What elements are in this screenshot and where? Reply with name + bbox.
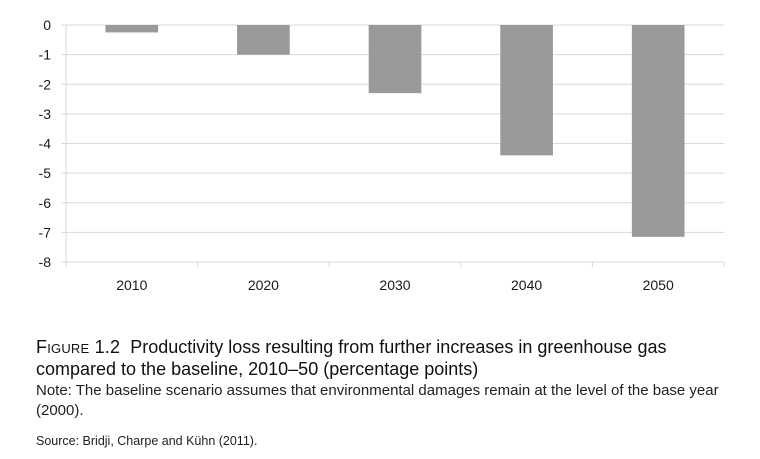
bars xyxy=(105,25,685,237)
bar xyxy=(237,25,290,55)
gridlines xyxy=(66,24,724,263)
axes xyxy=(61,24,725,267)
bar xyxy=(368,25,422,94)
x-tick-label: 2040 xyxy=(511,277,542,293)
figure-label: Figure 1.2 xyxy=(36,337,121,357)
figure-source: Source: Bridji, Charpe and Kühn (2011). xyxy=(36,434,258,448)
y-tick-labels: 0 -1 -2 -3 -4 -5 -6 -7 -8 xyxy=(39,17,52,270)
figure-note: Note: The baseline scenario assumes that… xyxy=(36,382,719,419)
y-tick-label: -1 xyxy=(39,47,52,63)
y-tick-label: 0 xyxy=(43,17,51,33)
x-tick-label: 2030 xyxy=(379,277,410,293)
bar xyxy=(500,25,553,156)
y-tick-label: -8 xyxy=(39,254,52,270)
bar xyxy=(631,25,685,237)
bar xyxy=(105,25,159,33)
figure-caption: Figure 1.2 Productivity loss resulting fr… xyxy=(36,336,746,449)
x-tick-labels: 2010 2020 2030 2040 2050 xyxy=(116,277,674,293)
y-tick-label: -2 xyxy=(39,76,52,92)
figure-title: Productivity loss resulting from further… xyxy=(36,337,667,379)
y-tick-label: -4 xyxy=(39,136,52,152)
y-tick-label: -3 xyxy=(39,106,52,122)
y-tick-label: -6 xyxy=(39,195,52,211)
x-tick-label: 2010 xyxy=(116,277,147,293)
figure-heading: Figure 1.2 Productivity loss resulting fr… xyxy=(36,336,746,380)
y-tick-label: -7 xyxy=(39,224,52,240)
y-tick-label: -5 xyxy=(39,165,52,181)
x-tick-label: 2050 xyxy=(643,277,674,293)
bar-chart: 0 -1 -2 -3 -4 -5 -6 -7 -8 2010 2020 2030 2040 2050 xyxy=(39,17,725,293)
x-tick-label: 2020 xyxy=(248,277,279,293)
